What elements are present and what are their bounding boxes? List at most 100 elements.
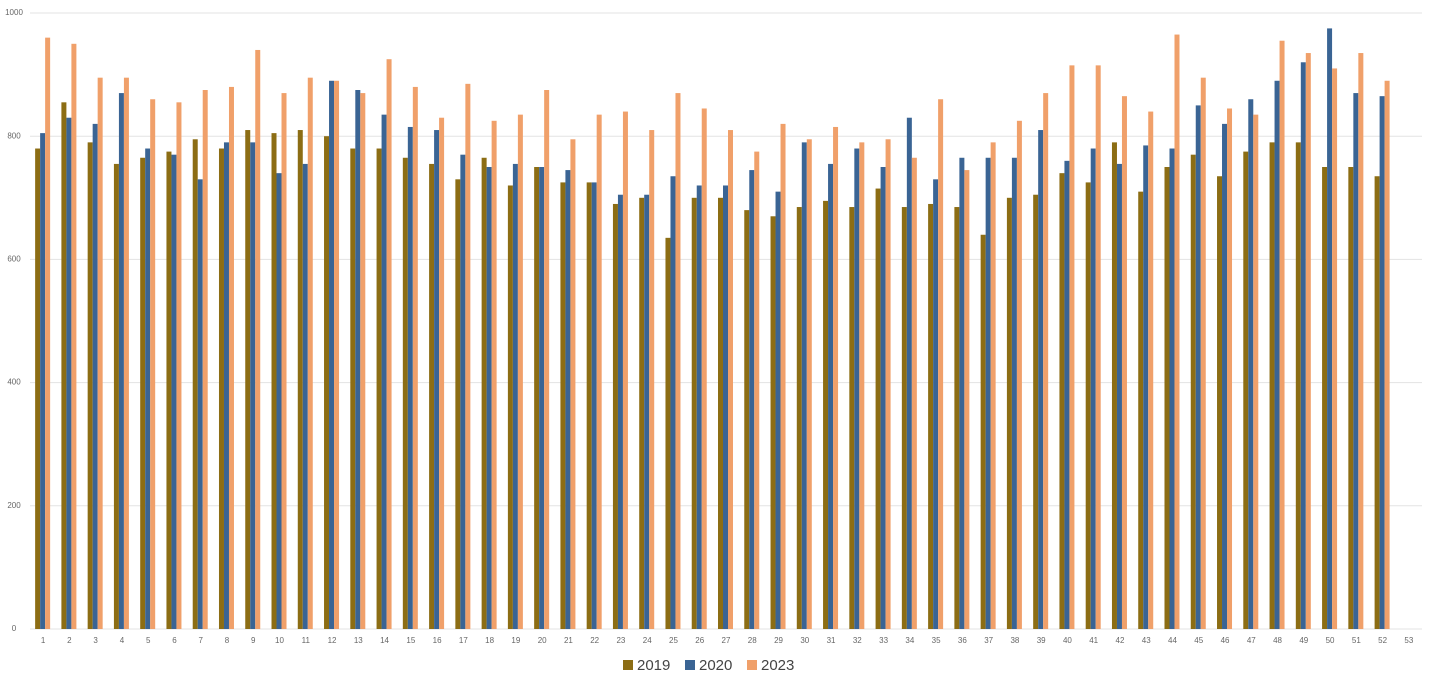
bar — [954, 207, 960, 630]
bar — [512, 163, 518, 630]
bar — [1253, 114, 1259, 629]
bar — [901, 207, 907, 630]
x-tick-label: 47 — [1247, 636, 1256, 645]
x-tick-label: 42 — [1116, 636, 1125, 645]
bar — [40, 133, 46, 629]
bar — [539, 167, 545, 629]
y-tick-label: 800 — [7, 131, 21, 140]
bar — [749, 170, 755, 629]
bar — [985, 157, 991, 629]
x-tick-label: 11 — [302, 636, 311, 645]
bar — [754, 151, 760, 629]
bar — [1353, 93, 1359, 629]
x-tick-label: 8 — [225, 636, 230, 645]
bar — [460, 154, 466, 629]
x-tick-label: 1 — [41, 636, 46, 645]
bar — [202, 90, 208, 629]
bar — [990, 142, 996, 630]
x-tick-label: 36 — [958, 636, 967, 645]
bar — [644, 194, 650, 629]
bar — [723, 185, 728, 630]
bar — [691, 197, 697, 630]
x-tick-label: 49 — [1299, 636, 1308, 645]
bar — [276, 173, 282, 629]
bar — [1279, 40, 1285, 630]
bar — [859, 142, 865, 630]
bar — [355, 90, 361, 629]
bar — [1274, 80, 1280, 629]
x-tick-label: 6 — [172, 636, 177, 645]
x-tick-label: 4 — [120, 636, 125, 645]
x-tick-label: 48 — [1273, 636, 1282, 645]
x-tick-label: 12 — [328, 636, 337, 645]
bar — [1305, 53, 1311, 630]
x-tick-label: 46 — [1221, 636, 1230, 645]
bar — [1227, 108, 1233, 630]
legend-swatch — [747, 660, 757, 670]
bar — [1006, 197, 1012, 630]
bar — [412, 86, 418, 630]
x-tick-label: 20 — [538, 636, 547, 645]
bar — [87, 142, 93, 630]
bar — [1248, 99, 1254, 630]
bar — [1059, 173, 1065, 629]
bar — [959, 157, 965, 629]
bar — [171, 154, 177, 629]
bar — [586, 182, 592, 629]
bar — [796, 207, 802, 630]
bar — [35, 148, 41, 629]
bar — [801, 142, 807, 630]
bar — [696, 185, 702, 630]
bar — [1222, 123, 1228, 629]
bar — [649, 130, 655, 630]
bar — [885, 139, 891, 629]
bar — [560, 182, 566, 629]
bar — [45, 37, 51, 629]
bar — [1169, 148, 1175, 629]
bar — [980, 234, 986, 629]
bar — [849, 207, 855, 630]
bar — [507, 185, 513, 630]
bar — [1243, 151, 1249, 629]
legend-swatch — [685, 660, 695, 670]
y-tick-label: 1000 — [5, 8, 23, 17]
x-tick-label: 22 — [590, 636, 599, 645]
bar — [429, 163, 435, 630]
bar — [281, 93, 287, 629]
x-tick-label: 13 — [354, 636, 363, 645]
legend-label: 2023 — [761, 657, 794, 674]
bar — [1064, 160, 1070, 629]
bar — [439, 117, 445, 629]
bar — [596, 114, 602, 629]
bar — [544, 90, 550, 629]
bar — [639, 197, 645, 630]
bar — [875, 188, 881, 629]
bar — [123, 77, 129, 630]
bar — [486, 167, 492, 629]
bar — [1095, 65, 1101, 630]
bar — [780, 123, 786, 629]
bar — [770, 216, 776, 629]
bar — [66, 117, 72, 629]
bar — [1200, 77, 1206, 630]
bar — [250, 142, 256, 630]
bar — [1085, 182, 1091, 629]
bar — [140, 157, 146, 629]
bar — [1327, 28, 1333, 629]
bar — [1190, 154, 1196, 629]
bar — [806, 139, 812, 629]
x-tick-label: 5 — [146, 636, 151, 645]
bar — [744, 210, 750, 629]
bar — [302, 163, 308, 630]
bar — [465, 83, 471, 630]
x-tick-label: 28 — [748, 636, 757, 645]
x-tick-label: 38 — [1010, 636, 1019, 645]
bar — [255, 49, 261, 629]
bar — [1195, 105, 1201, 629]
x-tick-label: 7 — [198, 636, 203, 645]
bar — [271, 133, 277, 629]
bar — [1111, 142, 1117, 630]
bar — [481, 157, 487, 629]
y-tick-label: 200 — [7, 501, 21, 510]
